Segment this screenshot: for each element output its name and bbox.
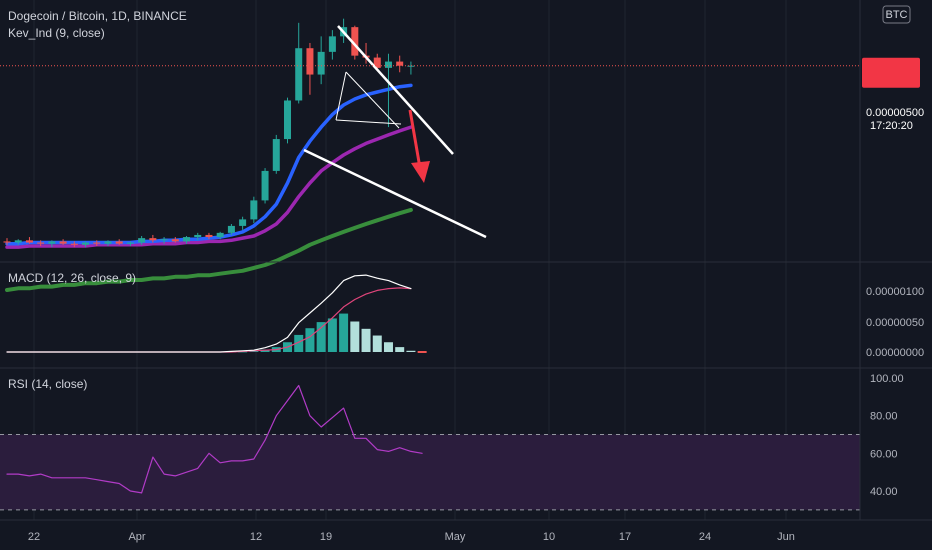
time-axis[interactable]: 22 Apr 12 19 May 10 17 24 Jun — [28, 531, 795, 543]
price-axis[interactable]: 0.000008000.000007000.000006000.00000500… — [866, 0, 924, 498]
macd-title[interactable]: MACD (12, 26, close, 9) — [8, 271, 136, 285]
candle-body — [48, 241, 56, 244]
macd-axis-label: 0.00000100 — [866, 286, 924, 298]
flag-upper-line[interactable] — [345, 71, 400, 129]
indicator-label[interactable]: Kev_Ind (9, close) — [8, 26, 105, 40]
candle-body — [261, 170, 269, 201]
wedge-lower-line[interactable] — [303, 148, 487, 239]
macd-histogram-bar — [417, 351, 427, 353]
price-tag-background — [862, 57, 920, 88]
flag-left-line[interactable] — [335, 71, 347, 121]
time-axis-label: 19 — [320, 531, 332, 543]
macd-histogram-bar — [383, 342, 393, 352]
rsi-axis-label: 40.00 — [870, 486, 898, 498]
candle-body — [239, 219, 247, 226]
time-axis-label: 17 — [619, 531, 631, 543]
macd-histogram-bar — [305, 328, 315, 352]
candle-body — [104, 241, 112, 244]
symbol-title[interactable]: Dogecoin / Bitcoin, 1D, BINANCE — [8, 9, 187, 23]
macd-histogram-bar — [372, 335, 382, 352]
time-axis-label: Apr — [128, 531, 145, 543]
time-axis-label: 22 — [28, 531, 40, 543]
macd-histogram-bar — [339, 313, 349, 352]
candle-body — [317, 51, 325, 75]
wedge-upper-line[interactable] — [337, 25, 454, 155]
macd-histogram-bar — [316, 322, 326, 352]
candle-body — [272, 139, 280, 171]
grid-lines — [33, 0, 787, 520]
candle-body — [138, 238, 146, 243]
macd-histogram-bar — [294, 334, 304, 352]
flag-lower-line[interactable] — [335, 119, 402, 125]
time-axis-label: 12 — [250, 531, 262, 543]
candle-body — [3, 241, 11, 243]
candle-body — [59, 241, 67, 244]
forecast-arrow-shaft[interactable] — [408, 109, 422, 169]
rsi-axis-label: 60.00 — [870, 448, 898, 460]
candle-body — [216, 232, 224, 238]
candle-body — [171, 239, 179, 242]
time-axis-label: May — [445, 531, 466, 543]
ma-slow-path — [5, 207, 413, 292]
candle-body — [70, 243, 78, 245]
candle-body — [25, 240, 33, 243]
price-tag-countdown: 17:20:20 — [870, 120, 913, 132]
candle-body — [295, 48, 303, 101]
macd-axis-label: 0.00000050 — [866, 317, 924, 329]
rsi-axis-label: 80.00 — [870, 411, 898, 423]
candle-body — [396, 61, 404, 66]
candle-body — [351, 27, 359, 56]
candle-body — [373, 57, 381, 68]
rsi-title[interactable]: RSI (14, close) — [8, 377, 87, 391]
macd-histogram-bar — [327, 318, 337, 352]
candle-body — [93, 242, 101, 244]
candle-body — [183, 237, 191, 242]
ma-slow-line — [5, 207, 413, 292]
candle-body — [328, 36, 336, 52]
macd-histogram-bar — [350, 321, 360, 352]
macd-line — [6, 274, 412, 353]
rsi-axis-label: 100.00 — [870, 373, 904, 385]
currency-badge[interactable] — [882, 5, 911, 24]
forecast-arrow-head[interactable] — [411, 161, 430, 183]
macd-histogram-bar — [406, 350, 416, 352]
candle-body — [306, 48, 314, 75]
candle-body — [149, 238, 157, 241]
rsi-band — [0, 434, 860, 510]
candle-body — [227, 225, 235, 233]
candle-body — [284, 100, 291, 140]
macd-histogram-bar — [395, 347, 405, 352]
macd-axis-label: 0.00000000 — [866, 347, 924, 359]
candle-body — [205, 234, 213, 238]
candle-body — [37, 242, 45, 244]
candle-body — [115, 241, 123, 244]
time-axis-label: 10 — [543, 531, 555, 543]
macd-histogram-bar — [361, 328, 371, 352]
price-pane[interactable] — [0, 18, 860, 292]
time-axis-label: 24 — [699, 531, 711, 543]
trendline-drawings[interactable] — [303, 25, 487, 239]
candle-body — [194, 234, 202, 238]
candle-body — [14, 240, 22, 243]
candle-body — [407, 65, 415, 67]
candle-body — [384, 61, 392, 68]
current-price-tag: 0.00000500 17:20:20 — [862, 57, 924, 132]
candle-body — [250, 200, 258, 220]
rsi-line — [6, 384, 423, 494]
candle-body — [160, 239, 168, 241]
currency-badge-label: BTC — [886, 9, 908, 21]
macd-pane[interactable] — [6, 274, 427, 353]
candle-body — [82, 242, 90, 245]
rsi-pane[interactable] — [0, 384, 860, 511]
time-axis-label: Jun — [777, 531, 795, 543]
price-tag-value: 0.00000500 — [866, 107, 924, 119]
candle-body — [126, 242, 134, 244]
